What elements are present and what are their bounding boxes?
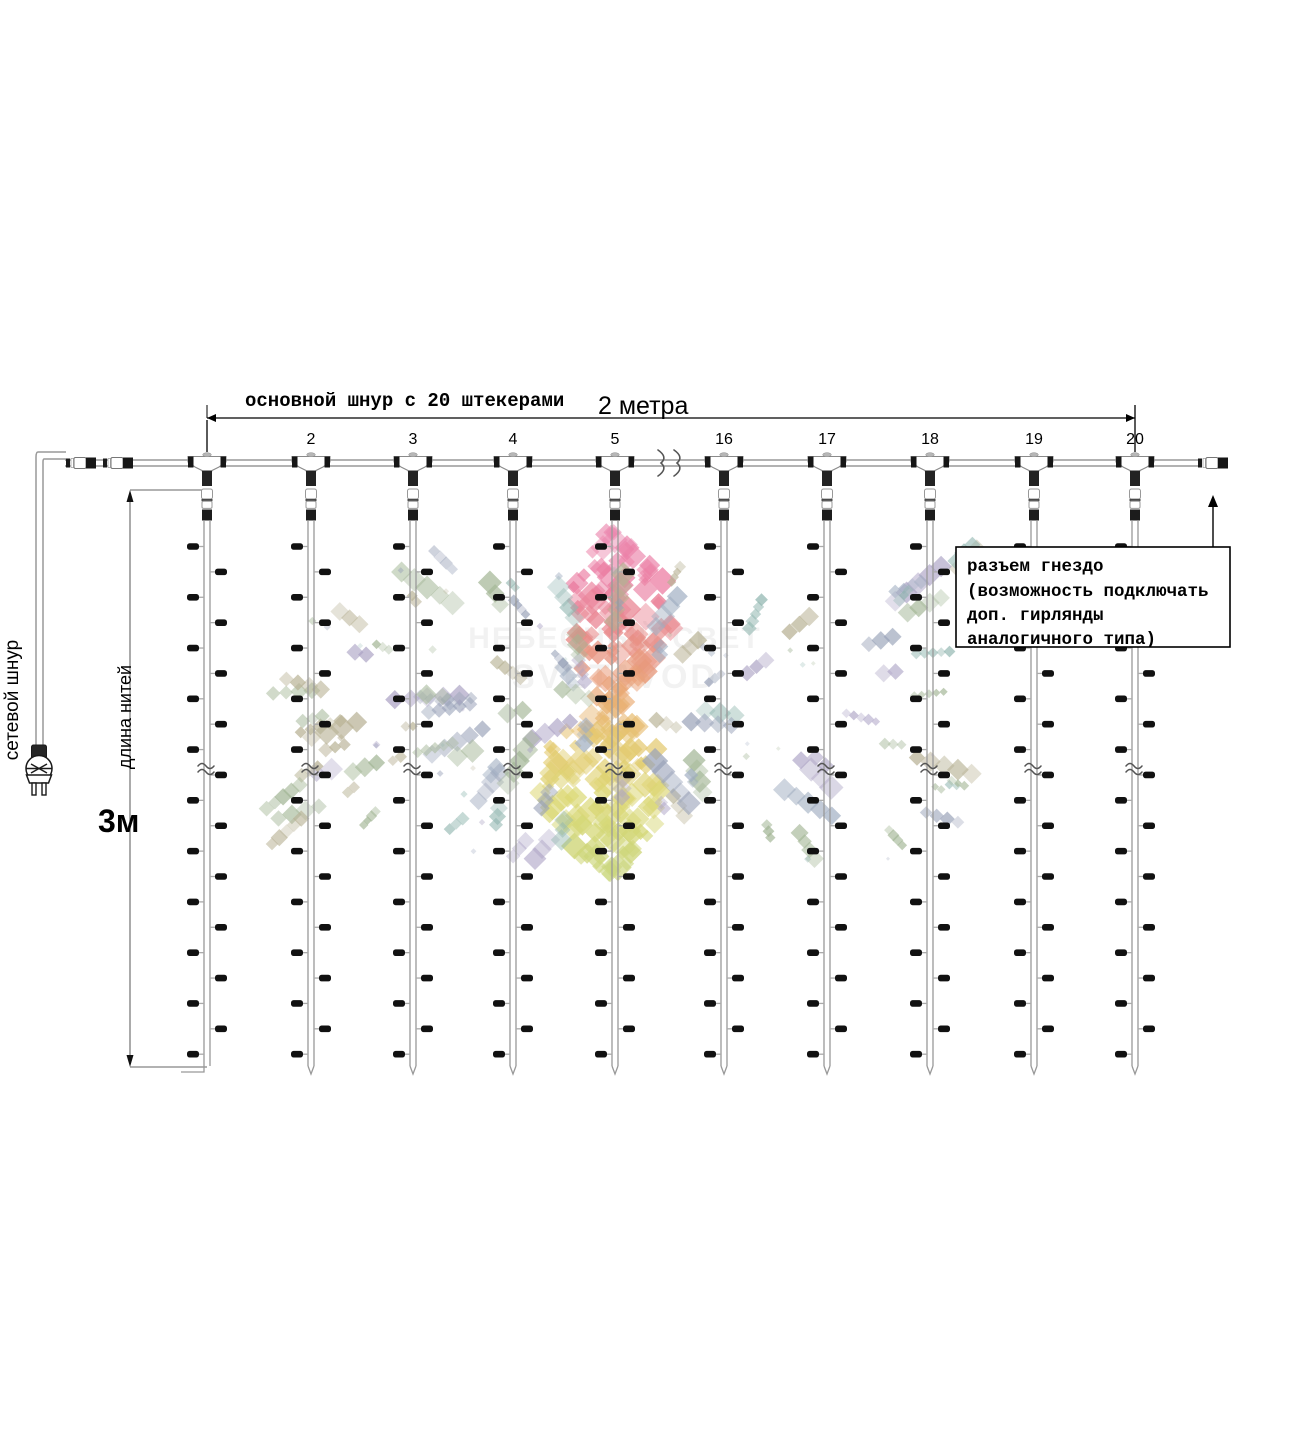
svg-text:17: 17 — [818, 431, 836, 448]
svg-text:20: 20 — [1126, 431, 1144, 448]
svg-text:основной шнур с 20 штекерами: основной шнур с 20 штекерами — [245, 390, 564, 412]
svg-text:5: 5 — [611, 431, 620, 448]
svg-text:16: 16 — [715, 431, 733, 448]
svg-text:18: 18 — [921, 431, 939, 448]
svg-text:аналогичного типа): аналогичного типа) — [967, 630, 1156, 650]
svg-text:длина нитей: длина нитей — [115, 665, 135, 769]
svg-text:3м: 3м — [98, 803, 139, 839]
svg-text:разъем гнездо: разъем гнездо — [967, 557, 1104, 577]
svg-text:4: 4 — [509, 431, 518, 448]
svg-text:2: 2 — [307, 431, 316, 448]
svg-text:сетевой шнур: сетевой шнур — [2, 640, 23, 760]
svg-text:доп. гирлянды: доп. гирлянды — [967, 606, 1104, 626]
svg-text:3: 3 — [409, 431, 418, 448]
svg-text:2 метра: 2 метра — [598, 392, 688, 420]
svg-text:19: 19 — [1025, 431, 1043, 448]
svg-text:(возможность подключать: (возможность подключать — [967, 582, 1209, 602]
